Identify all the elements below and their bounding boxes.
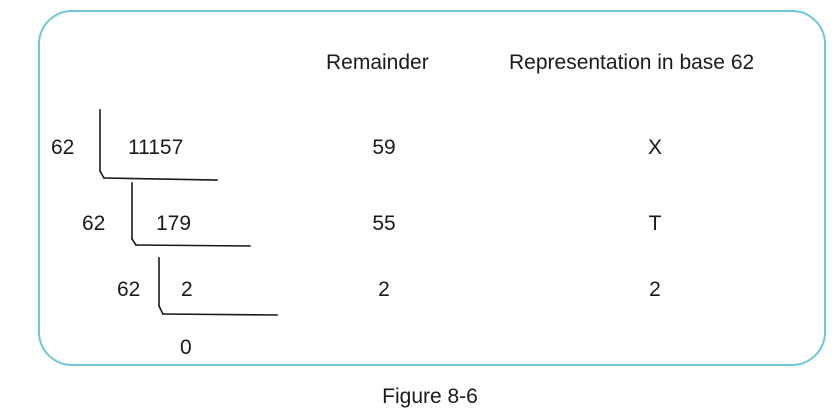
row-1-divisor: 62 <box>51 136 75 159</box>
row-1-remainder: 59 <box>372 136 396 159</box>
row-2-remainder: 55 <box>372 212 396 235</box>
row-3-remainder: 2 <box>378 278 390 301</box>
row-3-dividend: 2 <box>181 278 193 301</box>
row-3-divisor: 62 <box>117 278 141 301</box>
final-quotient: 0 <box>180 336 192 359</box>
row-2-representation: T <box>648 212 662 235</box>
row-2-divisor: 62 <box>82 212 106 235</box>
row-1-representation: X <box>647 136 663 159</box>
header-remainder: Remainder <box>326 51 429 74</box>
row-1-dividend: 11157 <box>128 136 184 159</box>
figure-caption: Figure 8-6 <box>382 385 478 408</box>
diagram-frame <box>38 10 826 366</box>
row-2-dividend: 179 <box>156 212 192 235</box>
row-3-representation: 2 <box>649 278 661 301</box>
header-representation: Representation in base 62 <box>509 51 755 74</box>
